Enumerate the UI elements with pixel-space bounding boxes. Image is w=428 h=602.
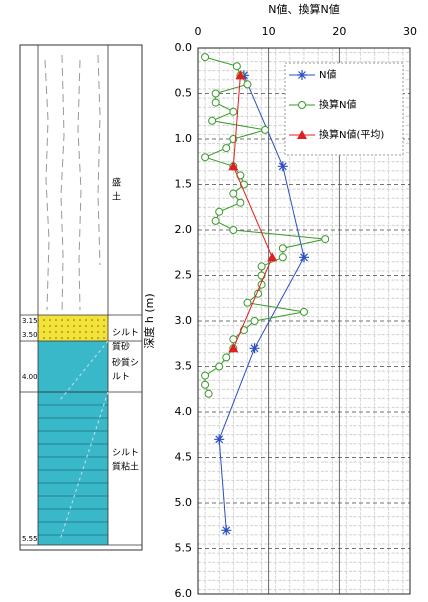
marker: [233, 63, 240, 70]
marker: [250, 343, 260, 353]
x-tick-label: 10: [262, 25, 276, 38]
marker: [209, 117, 216, 124]
page: N値、換算N値 深度 h (m) 3.153.504.005.55盛土シルト質砂…: [0, 0, 428, 598]
marker: [216, 363, 223, 370]
legend-marker: [299, 102, 306, 109]
layer-name: シルト: [112, 449, 139, 459]
layer-sand-hatch: [38, 315, 108, 341]
x-tick-label: 30: [403, 25, 417, 38]
y-tick-label: 0.5: [175, 87, 193, 100]
y-tick-label: 1.5: [175, 178, 193, 191]
depth-label: 3.15: [22, 317, 38, 325]
marker: [278, 161, 288, 171]
marker: [202, 381, 209, 388]
legend-label: 換算N値(平均): [319, 128, 384, 141]
layer-name: 盛: [112, 177, 121, 189]
y-tick-label: 0.0: [175, 41, 193, 54]
layer-name: ルト: [112, 373, 130, 383]
soil-column: [20, 45, 142, 550]
layer-name: 質砂: [112, 341, 130, 353]
x-axis-title: N値、換算N値: [268, 2, 339, 16]
y-tick-label: 1.0: [175, 132, 193, 145]
marker: [212, 99, 219, 106]
y-tick-label: 5.0: [175, 496, 193, 509]
legend-label: N値: [319, 68, 336, 81]
depth-label: 4.00: [22, 373, 38, 381]
marker: [237, 199, 244, 206]
depth-label: 3.50: [22, 331, 38, 339]
y-axis-title: 深度 h (m): [142, 293, 156, 348]
marker: [230, 190, 237, 197]
layer-name: 土: [112, 191, 121, 203]
layer-name: 質粘土: [112, 461, 139, 473]
marker: [205, 390, 212, 397]
marker: [216, 208, 223, 215]
marker: [262, 126, 269, 133]
marker: [202, 154, 209, 161]
marker: [202, 54, 209, 61]
marker: [279, 245, 286, 252]
marker: [322, 236, 329, 243]
marker: [251, 318, 258, 325]
marker: [258, 263, 265, 270]
x-tick-label: 0: [195, 25, 202, 38]
depth-label: 5.55: [22, 535, 38, 543]
legend-marker: [297, 70, 307, 80]
legend-label: 換算N値: [319, 98, 356, 111]
layer-name: シルト: [112, 329, 139, 339]
marker: [301, 308, 308, 315]
y-tick-label: 2.0: [175, 223, 193, 236]
marker: [212, 217, 219, 224]
marker: [221, 525, 231, 535]
y-tick-label: 4.5: [175, 451, 193, 464]
y-tick-label: 3.0: [175, 314, 193, 327]
y-tick-label: 2.5: [175, 269, 193, 282]
marker: [223, 145, 230, 152]
y-tick-label: 3.5: [175, 360, 193, 373]
x-tick-label: 20: [332, 25, 346, 38]
marker: [279, 254, 286, 261]
marker: [214, 434, 224, 444]
layer-clay: [38, 341, 108, 545]
marker: [230, 108, 237, 115]
marker: [230, 227, 237, 234]
marker: [223, 354, 230, 361]
marker: [212, 90, 219, 97]
marker: [244, 81, 251, 88]
y-tick-label: 6.0: [175, 587, 193, 598]
marker: [299, 252, 309, 262]
y-tick-label: 5.5: [175, 542, 193, 555]
layer-name: 砂質シ: [112, 357, 139, 369]
marker: [202, 372, 209, 379]
y-tick-label: 4.0: [175, 405, 193, 418]
marker: [244, 299, 251, 306]
